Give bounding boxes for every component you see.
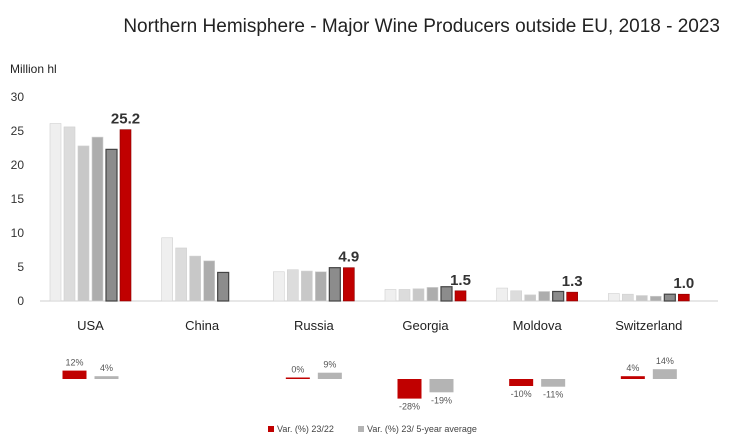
bar-switzerland-2 — [622, 293, 634, 302]
y-tick-label: 20 — [11, 158, 25, 172]
bar-usa-5 — [105, 148, 118, 302]
var-23-22-bar — [509, 379, 534, 386]
bar-georgia-6 — [454, 290, 467, 302]
var-23-22-label: 12% — [65, 358, 83, 368]
bar-usa-2 — [63, 126, 76, 302]
bar-switzerland-4 — [650, 295, 662, 302]
bar-moldova-2 — [510, 290, 522, 302]
chart-title: Northern Hemisphere - Major Wine Produce… — [123, 16, 720, 37]
bar-switzerland-3 — [636, 295, 648, 302]
value-label: 1.3 — [562, 273, 583, 290]
value-label: 1.5 — [450, 272, 471, 289]
y-tick-label: 25 — [11, 124, 25, 138]
bar-moldova-5 — [552, 290, 565, 302]
y-tick-label: 5 — [17, 260, 24, 274]
bar-china-4 — [203, 260, 215, 302]
var-23-avg-label: 14% — [656, 356, 674, 366]
value-label: 1.0 — [673, 275, 694, 292]
category-label: USA — [77, 318, 104, 333]
bar-usa-1 — [49, 123, 62, 302]
var-23-22-label: 4% — [626, 363, 639, 373]
bar-russia-4 — [315, 271, 327, 302]
var-23-avg-label: -19% — [431, 395, 452, 405]
bar-russia-1 — [273, 271, 285, 302]
var-23-22-label: 0% — [291, 365, 304, 375]
bar-china-1 — [161, 237, 173, 302]
var-23-22-bar — [397, 379, 422, 399]
bar-georgia-2 — [398, 289, 411, 302]
bar-china-2 — [175, 247, 187, 302]
var-23-22-bar — [285, 377, 310, 379]
bar-georgia-3 — [412, 288, 425, 302]
bar-moldova-1 — [496, 287, 508, 302]
bar-moldova-3 — [524, 294, 536, 302]
bar-switzerland-1 — [608, 293, 620, 302]
bar-moldova-4 — [538, 291, 550, 302]
var-23-avg-label: 4% — [100, 363, 113, 373]
var-23-avg-bar — [429, 379, 454, 393]
bar-georgia-5 — [440, 286, 453, 302]
y-tick-label: 0 — [17, 294, 24, 308]
var-23-22-bar — [62, 370, 87, 379]
y-tick-label: 15 — [11, 192, 25, 206]
category-label: Switzerland — [615, 318, 682, 333]
bar-russia-6 — [343, 267, 355, 302]
bar-usa-3 — [77, 145, 90, 302]
bar-moldova-6 — [566, 291, 578, 302]
bar-china-5 — [217, 271, 230, 302]
category-label: Moldova — [513, 318, 563, 333]
y-axis-label: Million hl — [10, 62, 57, 76]
category-label: Georgia — [402, 318, 449, 333]
y-tick-label: 10 — [11, 226, 25, 240]
bar-switzerland-6 — [678, 293, 690, 302]
value-label: 25.2 — [111, 111, 140, 128]
bar-georgia-4 — [426, 287, 439, 302]
var-23-22-bar — [620, 376, 645, 379]
var-23-avg-bar — [541, 379, 566, 387]
var-23-avg-bar — [317, 372, 342, 379]
bar-russia-3 — [301, 270, 313, 302]
bar-china-3 — [189, 255, 201, 302]
var-23-avg-bar — [94, 376, 119, 379]
bar-georgia-1 — [384, 289, 397, 302]
var-23-22-label: -10% — [511, 389, 532, 399]
legend-label: Var. (%) 23/22 — [277, 424, 334, 434]
bar-usa-4 — [91, 136, 104, 302]
legend-swatch — [358, 426, 364, 432]
bar-switzerland-5 — [663, 293, 676, 302]
category-label: Russia — [294, 318, 335, 333]
category-label: China — [185, 318, 220, 333]
var-23-avg-label: -11% — [543, 390, 563, 400]
legend-label: Var. (%) 23/ 5-year average — [367, 424, 477, 434]
bar-russia-5 — [328, 267, 341, 302]
y-tick-label: 30 — [11, 90, 25, 104]
var-23-22-label: -28% — [399, 402, 420, 412]
bar-russia-2 — [287, 269, 299, 302]
bar-usa-6 — [119, 129, 132, 302]
value-label: 4.9 — [338, 249, 359, 266]
var-23-avg-bar — [652, 369, 677, 379]
var-23-avg-label: 9% — [323, 360, 336, 370]
legend-swatch — [268, 426, 274, 432]
